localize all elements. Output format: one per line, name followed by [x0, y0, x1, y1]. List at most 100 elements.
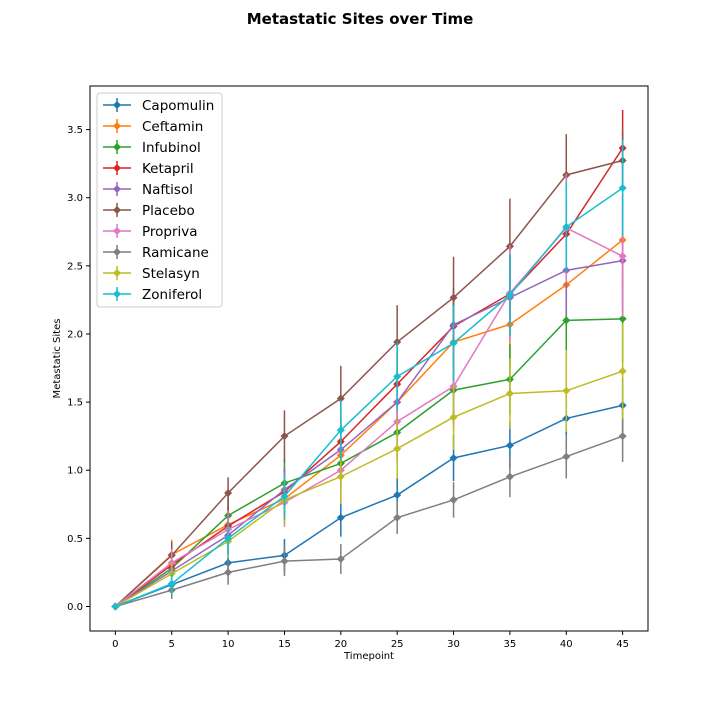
data-point-stelasyn — [393, 444, 402, 453]
series-line-ramicane — [115, 435, 623, 608]
data-point-stelasyn — [336, 472, 345, 481]
data-point-capomulin — [505, 441, 514, 450]
data-point-zoniferol — [449, 339, 458, 348]
series-ramicane — [111, 410, 627, 611]
data-point-propriva — [618, 252, 627, 261]
legend-item-stelasyn: Stelasyn — [103, 266, 200, 282]
x-axis-label: Timepoint — [343, 651, 394, 662]
data-point-placebo — [393, 338, 402, 347]
y-tick-label: 1.0 — [67, 466, 83, 477]
legend-item-infubinol: Infubinol — [103, 140, 201, 156]
data-point-ramicane — [505, 472, 514, 481]
x-tick-label: 5 — [169, 639, 175, 650]
legend-item-propriva: Propriva — [103, 224, 198, 240]
y-tick-label: 3.0 — [67, 193, 83, 204]
data-point-ramicane — [336, 555, 345, 564]
legend-item-capomulin: Capomulin — [103, 98, 214, 114]
data-point-stelasyn — [618, 367, 627, 376]
x-axis: 0 5 10 15 20 25 30 35 40 45 — [112, 631, 629, 650]
series-line-ceftamin — [114, 239, 624, 608]
data-point-zoniferol — [280, 492, 289, 501]
legend-label: Ketapril — [142, 161, 194, 177]
y-axis-label: Metastatic Sites — [52, 319, 63, 399]
data-point-infubinol — [618, 314, 627, 323]
y-tick-label: 0.5 — [67, 534, 83, 545]
data-point-capomulin — [393, 491, 402, 500]
plot-frame — [89, 85, 649, 632]
legend-label: Ramicane — [142, 245, 209, 261]
data-point-zoniferol — [562, 222, 571, 231]
data-point-infubinol — [562, 316, 571, 325]
series-line-infubinol — [114, 318, 623, 608]
chart-title: Metastatic Sites over Time — [246, 10, 474, 28]
data-point-ramicane — [280, 557, 289, 566]
data-point-zoniferol — [224, 534, 233, 543]
x-tick-label: 15 — [278, 639, 291, 650]
data-point-ramicane — [224, 568, 233, 577]
legend-marker — [113, 143, 121, 151]
x-tick-label: 45 — [616, 639, 629, 650]
legend-label: Zoniferol — [142, 287, 202, 303]
x-tick-label: 0 — [112, 639, 118, 650]
y-axis: 0.0 0.5 1.0 1.5 2.0 2.5 3.0 3.5 — [67, 125, 90, 613]
series-layer — [111, 109, 627, 611]
series-line-zoniferol — [115, 187, 624, 608]
data-point-zoniferol — [393, 372, 402, 381]
legend-label: Naftisol — [142, 182, 193, 198]
legend-marker — [113, 185, 121, 193]
x-tick-label: 30 — [447, 639, 460, 650]
legend-item-ramicane: Ramicane — [103, 245, 209, 261]
data-point-capomulin — [449, 453, 458, 462]
legend-marker — [113, 164, 121, 172]
legend-label: Stelasyn — [142, 266, 200, 282]
legend-label: Infubinol — [142, 140, 201, 156]
x-tick-label: 35 — [504, 639, 517, 650]
legend-label: Placebo — [142, 203, 195, 219]
legend-label: Capomulin — [142, 98, 214, 114]
legend-marker — [113, 122, 121, 130]
y-tick-label: 3.5 — [67, 125, 83, 136]
series-line-capomulin — [115, 404, 623, 608]
x-tick-label: 25 — [391, 639, 404, 650]
data-point-zoniferol — [167, 579, 176, 588]
legend-item-naftisol: Naftisol — [103, 182, 193, 198]
legend-marker — [113, 248, 121, 256]
data-point-placebo — [336, 394, 345, 403]
data-point-placebo — [224, 488, 233, 497]
series-line-stelasyn — [114, 370, 623, 608]
legend-marker — [113, 269, 121, 277]
data-point-stelasyn — [562, 386, 571, 395]
data-point-ramicane — [562, 452, 571, 461]
x-tick-label: 40 — [560, 639, 573, 650]
y-tick-label: 2.5 — [67, 261, 83, 272]
legend-marker — [113, 227, 121, 235]
data-point-ramicane — [618, 432, 627, 441]
legend-label: Propriva — [142, 224, 198, 240]
legend-label: Ceftamin — [142, 119, 203, 135]
data-point-placebo — [280, 432, 289, 441]
x-tick-label: 10 — [222, 639, 235, 650]
data-point-zoniferol — [618, 184, 627, 193]
series-line-placebo — [114, 159, 623, 608]
y-tick-label: 2.0 — [67, 329, 83, 340]
data-point-ramicane — [393, 513, 402, 522]
legend-item-ceftamin: Ceftamin — [103, 119, 203, 135]
series-line-naftisol — [114, 259, 623, 608]
legend-marker — [113, 290, 121, 298]
data-point-capomulin — [336, 513, 345, 522]
legend-marker — [113, 101, 121, 109]
data-point-ramicane — [449, 495, 458, 504]
series-stelasyn — [111, 323, 627, 611]
data-point-zoniferol — [336, 426, 345, 435]
legend: Capomulin Ceftamin Infubinol Ketapril Naftis… — [96, 92, 223, 308]
y-tick-label: 0.0 — [67, 602, 83, 613]
legend-item-placebo: Placebo — [103, 203, 195, 219]
data-point-zoniferol — [111, 602, 120, 611]
x-tick-label: 20 — [334, 639, 347, 650]
y-tick-label: 1.5 — [67, 398, 83, 409]
data-point-stelasyn — [449, 413, 458, 422]
data-point-placebo — [449, 293, 458, 302]
legend-item-zoniferol: Zoniferol — [103, 287, 202, 303]
